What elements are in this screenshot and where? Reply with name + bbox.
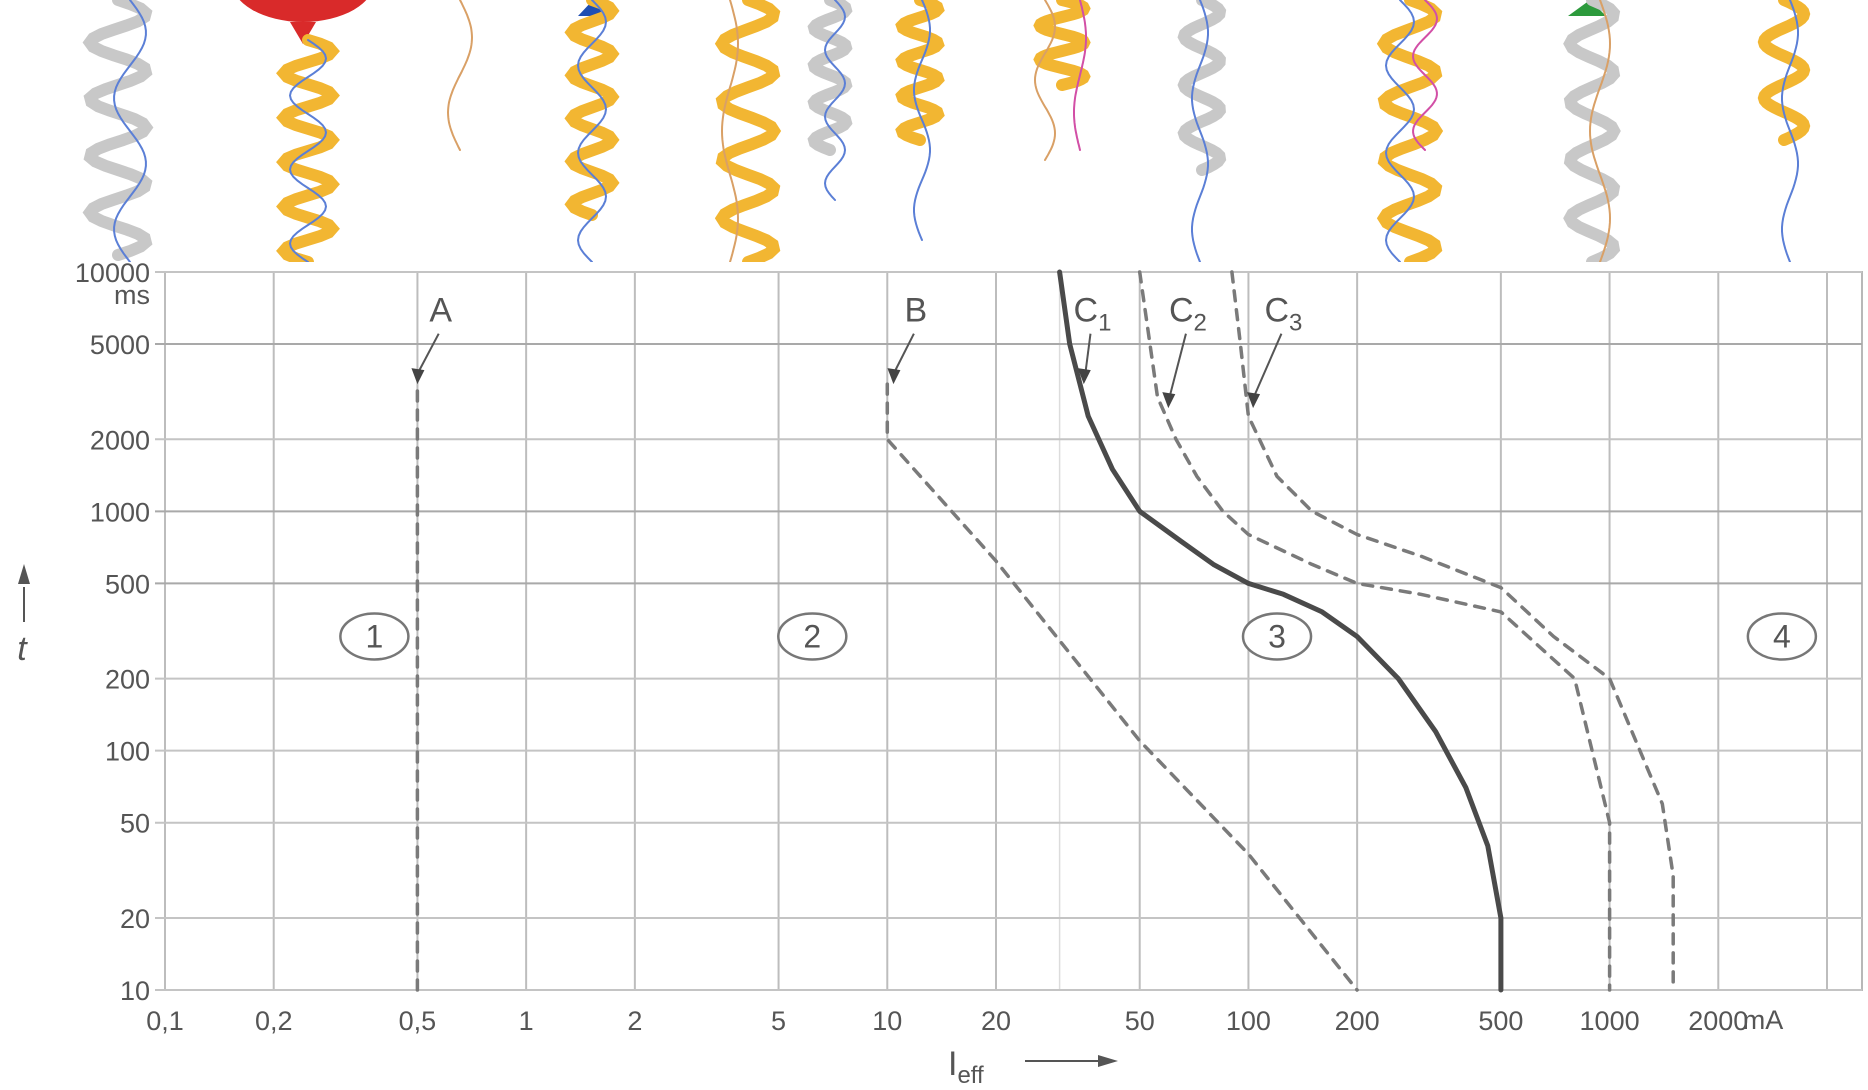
y-axis-label: t [17, 630, 28, 668]
zone-label: 4 [1773, 618, 1791, 654]
streamer-string [1588, 0, 1612, 262]
x-tick-label: 1 [519, 1006, 534, 1036]
zone-circle [1746, 612, 1818, 661]
curve-label-a: A [429, 292, 452, 330]
x-axis-label: I [948, 1045, 957, 1083]
streamer-ribbon [714, 0, 782, 262]
y-tick-label: 20 [120, 904, 150, 934]
x-axis-label-subscript: eff [957, 1062, 984, 1089]
series-line-c1 [1057, 269, 1504, 993]
zone-label: 3 [1268, 618, 1286, 654]
streamer-string [720, 0, 740, 262]
y-tick-label: 2000 [90, 425, 150, 455]
y-tick-label: 200 [105, 665, 150, 695]
y-tick-label: 10000 [75, 262, 150, 288]
trip-time-chart: 0,1 0,2 0,5 1 2 5 10 20 50 100 200 500 1000 2000 10 20 5… [17, 262, 1863, 1089]
zone-label: 2 [803, 618, 821, 654]
party-streamers-banner [82, 0, 1811, 262]
y-unit-label: ms [114, 280, 150, 310]
streamer-string [1781, 0, 1799, 262]
y-tick-label: 500 [105, 569, 150, 599]
curve-label-arrow [1084, 333, 1092, 371]
y-axis-title: t [17, 564, 30, 668]
streamer-ribbon [1563, 0, 1621, 262]
streamer-string [1384, 0, 1416, 262]
streamer-ribbon [807, 0, 853, 156]
curve-label-arrowhead [1247, 392, 1261, 409]
streamer-ribbon [895, 0, 945, 146]
svg-text:Ieff: Ieff [948, 1045, 984, 1089]
series-line-c3 [1230, 270, 1675, 992]
curve-label-arrow [1254, 333, 1283, 395]
curve-label-arrow [894, 333, 915, 371]
x-tick-label: 200 [1335, 1006, 1380, 1036]
x-tick-label: 50 [1125, 1006, 1155, 1036]
x-tick-label: 20 [981, 1006, 1011, 1036]
curve-label-arrowhead [411, 368, 425, 385]
streamer-string [1033, 0, 1057, 161]
curve-label-arrowhead [1077, 368, 1091, 385]
zone-label: 1 [365, 618, 383, 654]
streamer-ribbon [1757, 0, 1811, 146]
x-tick-label: 1000 [1580, 1006, 1640, 1036]
curve-label-c3: C3 [1264, 292, 1302, 337]
streamer-ribbon [82, 0, 154, 261]
zone-circle [777, 612, 848, 661]
y-tick-label: 100 [105, 737, 150, 767]
x-axis-title: Ieff [948, 1045, 1118, 1089]
x-tick-label: 100 [1226, 1006, 1271, 1036]
streamer-ribbon [1033, 0, 1091, 91]
x-tick-label: 0,5 [399, 1006, 437, 1036]
x-tick-label: 2000 [1688, 1006, 1748, 1036]
curve-label-c2: C2 [1169, 292, 1207, 337]
curve-label-b: B [905, 292, 928, 330]
balloon-tie [1568, 0, 1606, 16]
x-unit-label: mA [1743, 1005, 1784, 1035]
curve-label-arrow [418, 333, 440, 371]
x-tick-label: 500 [1478, 1006, 1523, 1036]
streamer-string [1073, 0, 1087, 151]
y-tick-label: 1000 [90, 497, 150, 527]
streamer-ribbon [564, 0, 620, 221]
curve-label-arrow [1169, 333, 1187, 395]
x-tick-label: 0,2 [255, 1006, 293, 1036]
zone-markers: 1 2 3 4 [339, 612, 1818, 661]
streamer-string [113, 0, 147, 262]
streamer-string [1191, 0, 1209, 262]
y-tick-label: 5000 [90, 330, 150, 360]
curve-label-c1: C1 [1074, 292, 1112, 337]
y-tick-label: 50 [120, 809, 150, 839]
zone-circle [1241, 612, 1313, 661]
zone-circle [339, 612, 410, 661]
x-tick-label: 10 [872, 1006, 902, 1036]
streamer-string [576, 0, 608, 262]
x-tick-label: 5 [771, 1006, 786, 1036]
grid-lines [155, 271, 1863, 991]
streamer-string [913, 0, 931, 241]
balloon [239, 0, 367, 22]
x-tick-label: 0,1 [146, 1006, 184, 1036]
streamer-string [823, 0, 847, 201]
series-line-b [885, 382, 1359, 992]
curve-label-arrowhead [1162, 392, 1176, 409]
balloon-knot [290, 22, 316, 44]
streamer-ribbon [1177, 0, 1227, 176]
streamer-string [1412, 0, 1438, 151]
curve-labels: A B C1 C2 C3 [411, 292, 1302, 409]
series-line-c2 [1137, 270, 1612, 992]
streamer-ribbon [1376, 0, 1444, 262]
series-lines [415, 269, 1675, 993]
streamer-string [288, 39, 328, 262]
x-tick-label: 2 [627, 1006, 642, 1036]
tick-labels: 0,1 0,2 0,5 1 2 5 10 20 50 100 200 500 1000 2000 10 20 5… [75, 262, 1748, 1036]
y-tick-label: 10 [120, 976, 150, 1006]
streamer-string [446, 0, 474, 151]
curve-label-arrowhead [887, 368, 901, 385]
